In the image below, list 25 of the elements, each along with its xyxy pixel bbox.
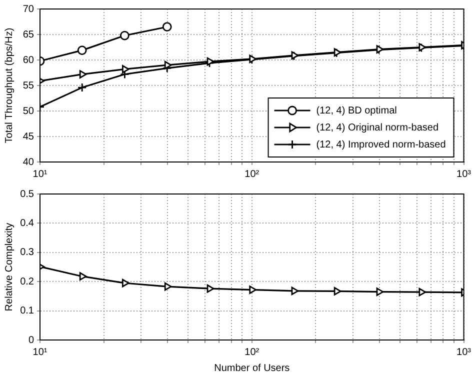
y-tick-label: 45	[22, 131, 34, 142]
y-axis-title: Total Throughput (bps/Hz)	[4, 28, 15, 144]
y-tick-label: 40	[22, 156, 34, 168]
y-tick-label: 50	[22, 106, 34, 117]
x-tick-label: 10¹	[32, 168, 48, 180]
x-tick-label: 10³	[456, 168, 472, 180]
y-tick-label: 0.5	[20, 188, 34, 200]
legend-label: (12, 4) Improved norm-based	[316, 139, 446, 150]
y-tick-label: 0.1	[20, 306, 34, 317]
y-tick-label: 70	[22, 4, 34, 15]
y-tick-label: 0.2	[20, 276, 34, 288]
y-tick-label: 60	[22, 54, 34, 66]
y-tick-label: 0.4	[20, 218, 34, 229]
y-tick-label: 0.3	[20, 247, 34, 258]
legend-label: (12, 4) Original norm-based	[316, 122, 439, 134]
x-tick-label: 10¹	[32, 346, 48, 358]
legend-label: (12, 4) BD optimal	[316, 105, 397, 116]
y-tick-label: 0	[28, 334, 34, 346]
x-tick-label: 10³	[456, 346, 472, 358]
x-tick-label: 10²	[244, 168, 260, 180]
x-axis-title: Number of Users	[214, 362, 290, 374]
y-tick-label: 55	[22, 80, 34, 92]
y-tick-label: 65	[22, 29, 34, 40]
y-axis-title: Relative Complexity	[4, 222, 15, 312]
x-tick-label: 10²	[244, 346, 260, 358]
